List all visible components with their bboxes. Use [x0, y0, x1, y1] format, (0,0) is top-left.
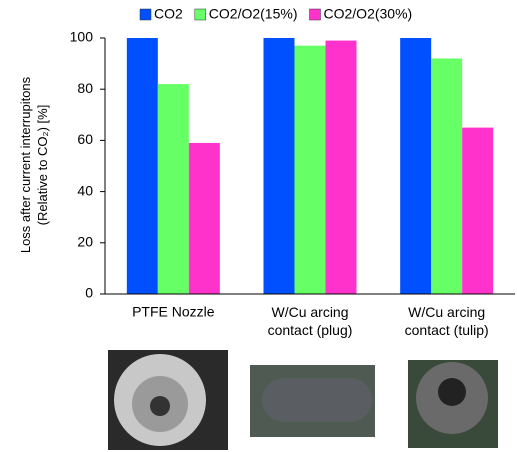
legend-swatch: [195, 9, 206, 20]
y-tick-label: 80: [77, 80, 93, 96]
legend-swatch: [310, 9, 321, 20]
y-tick-label: 60: [77, 131, 93, 147]
bar: [326, 41, 357, 294]
y-tick-label: 0: [85, 285, 93, 301]
legend-swatch: [140, 9, 151, 20]
bar: [400, 38, 431, 294]
bar: [462, 128, 493, 294]
legend-label: CO2/O2(15%): [209, 6, 298, 22]
legend-label: CO2: [154, 6, 183, 22]
bar: [127, 38, 158, 294]
bar: [189, 143, 220, 294]
legend-label: CO2/O2(30%): [324, 6, 413, 22]
y-tick-label: 40: [77, 182, 93, 198]
x-tick-label: PTFE Nozzle: [132, 304, 215, 320]
photo-tulip: [438, 378, 466, 406]
photo-nozzle: [150, 396, 170, 416]
photo-plug: [262, 378, 372, 422]
bar: [264, 38, 295, 294]
bar: [431, 58, 462, 294]
bar: [158, 84, 189, 294]
bar: [295, 46, 326, 294]
y-tick-label: 20: [77, 234, 93, 250]
y-tick-label: 100: [70, 29, 94, 45]
chart: CO2 CO2/O2(15%) CO2/O2(30%) Loss after curr…: [0, 0, 517, 452]
photos: [108, 350, 498, 450]
y-axis-label: Loss after current interrupitons(Relativ…: [18, 76, 50, 253]
